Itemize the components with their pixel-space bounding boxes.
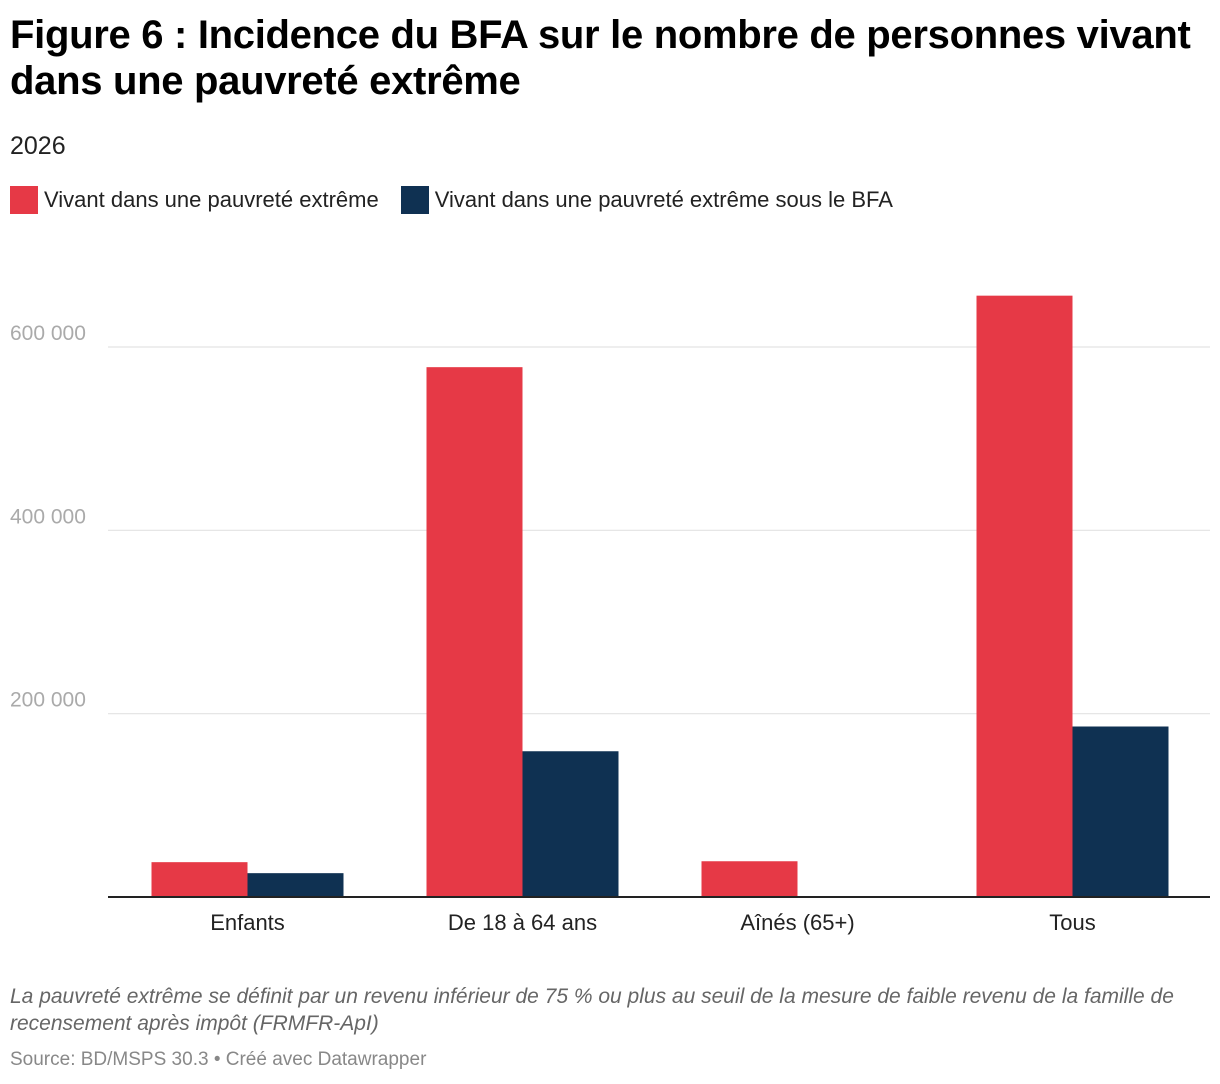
axis-layer: Enfants De 18 à 64 ans Aînés (65+) Tous <box>108 896 1210 935</box>
chart-legend: Vivant dans une pauvreté extrême Vivant … <box>10 186 915 214</box>
chart-title: Figure 6 : Incidence du BFA sur le nombr… <box>10 13 1191 103</box>
legend-label-extreme-poverty-bfa: Vivant dans une pauvreté extrême sous le… <box>434 187 893 212</box>
legend-swatch-extreme-poverty <box>10 186 38 214</box>
bar-extreme-poverty <box>151 862 248 897</box>
y-tick-label: 400 000 <box>10 505 86 528</box>
bar-extreme-poverty <box>701 861 798 897</box>
legend-item-extreme-poverty-bfa: Vivant dans une pauvreté extrême sous le… <box>400 186 893 214</box>
chart-source: Source: BD/MSPS 30.3 • Créé avec Datawra… <box>10 1049 427 1070</box>
bar-extreme-poverty-bfa <box>1072 726 1169 897</box>
chart-note: La pauvreté extrême se définit par un re… <box>10 985 1174 1035</box>
chart-subtitle: 2026 <box>10 132 66 160</box>
bar-extreme-poverty-bfa <box>522 751 619 897</box>
legend-item-extreme-poverty: Vivant dans une pauvreté extrême <box>10 186 379 214</box>
bar-extreme-poverty <box>976 295 1073 898</box>
bar-extreme-poverty-bfa <box>247 873 344 897</box>
bar-extreme-poverty <box>426 367 523 897</box>
legend-swatch-extreme-poverty-bfa <box>400 186 429 214</box>
y-tick-label: 200 000 <box>10 689 86 712</box>
bars-layer <box>151 295 1169 898</box>
x-category-label: Tous <box>1049 910 1095 935</box>
bar-chart: 200 000 400 000 600 000 Enfants De 18 à 64 … <box>10 295 1210 935</box>
y-tick-label: 600 000 <box>10 322 86 345</box>
legend-label-extreme-poverty: Vivant dans une pauvreté extrême <box>44 187 379 212</box>
x-category-label: De 18 à 64 ans <box>448 910 597 935</box>
x-category-label: Enfants <box>210 910 285 935</box>
x-category-label: Aînés (65+) <box>740 910 854 935</box>
